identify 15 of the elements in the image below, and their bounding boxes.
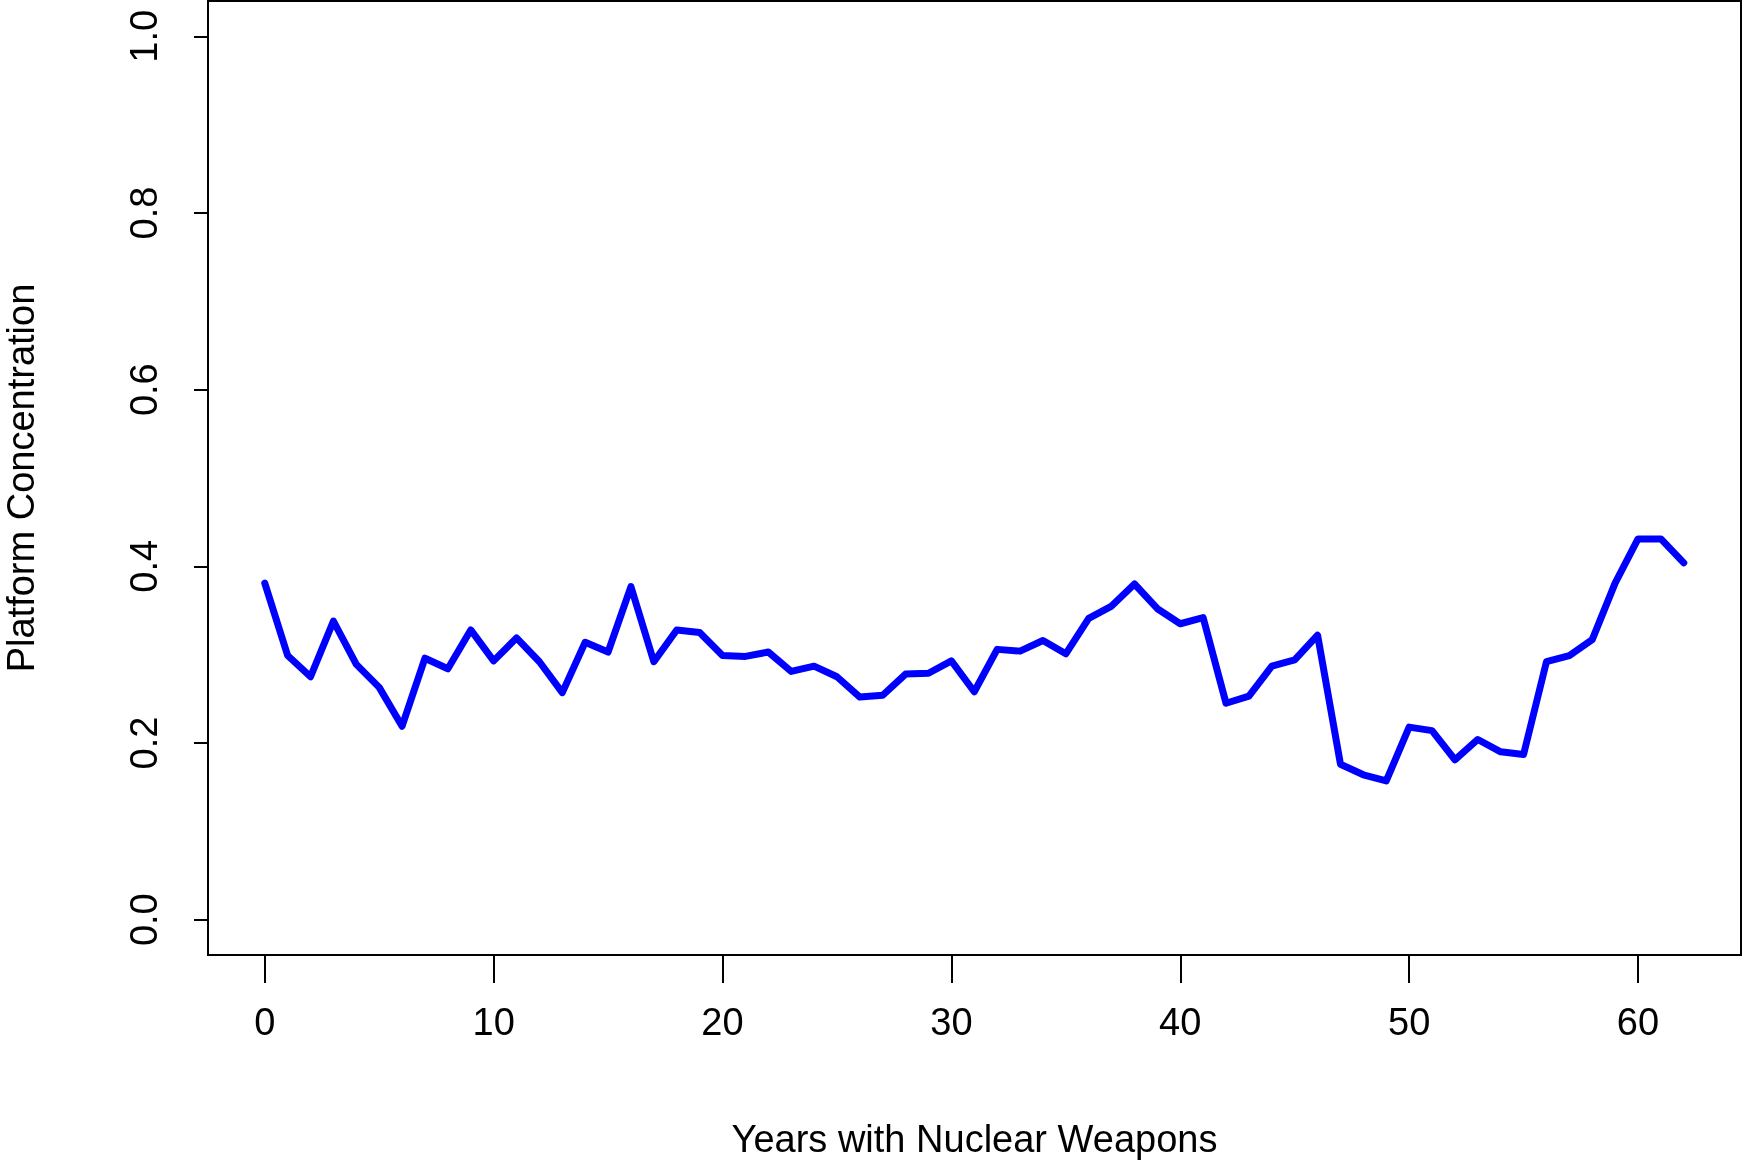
y-tick-label: 1.0 [123, 9, 165, 63]
x-tick-label: 60 [1616, 1001, 1660, 1043]
y-tick-label: 0.0 [123, 893, 165, 947]
y-tick-label: 0.8 [123, 186, 165, 240]
x-tick-label: 0 [254, 1001, 276, 1043]
y-tick-label: 0.6 [123, 363, 165, 417]
y-axis-title: Platform Concentration [0, 283, 42, 673]
y-tick-label: 0.4 [123, 539, 165, 593]
y-tick-label: 0.2 [123, 716, 165, 770]
x-tick-label: 30 [930, 1001, 973, 1043]
x-tick-label: 40 [1159, 1001, 1202, 1043]
x-tick-label: 20 [701, 1001, 744, 1043]
x-axis-title: Years with Nuclear Weapons [731, 1118, 1218, 1160]
x-tick-label: 50 [1387, 1001, 1431, 1043]
x-tick-label: 10 [472, 1001, 515, 1043]
